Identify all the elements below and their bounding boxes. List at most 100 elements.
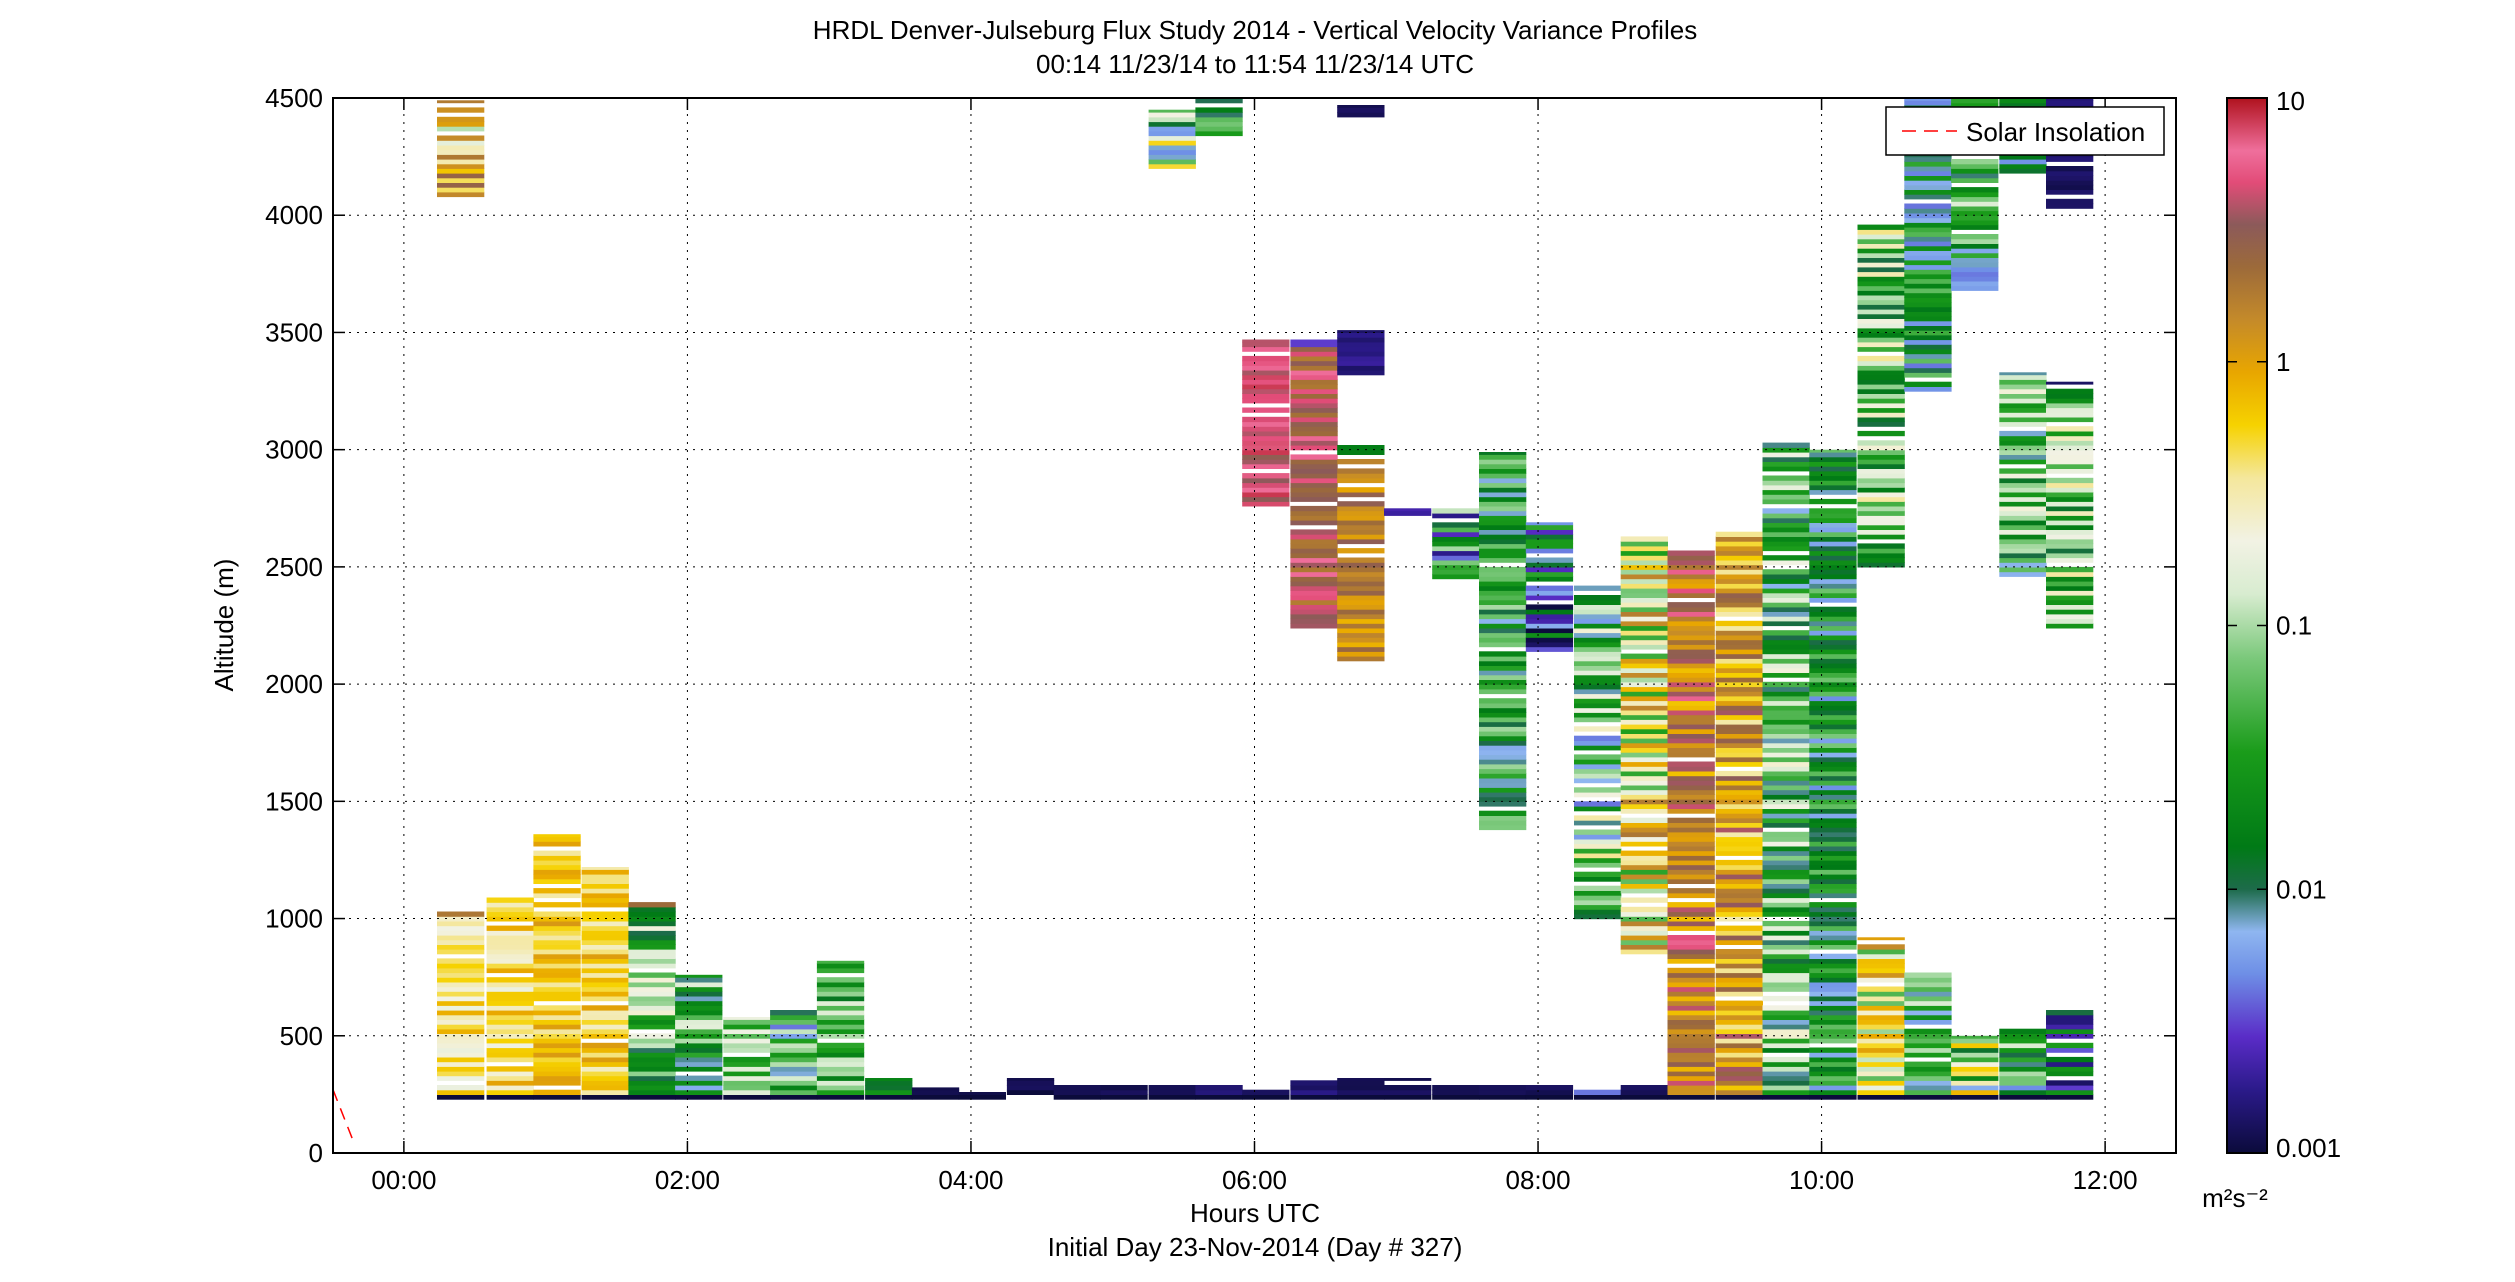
variance-cell bbox=[1857, 309, 1905, 315]
variance-cell bbox=[1715, 1019, 1763, 1025]
variance-cell bbox=[1715, 1028, 1763, 1034]
variance-cell bbox=[675, 1014, 723, 1020]
variance-cell bbox=[1337, 473, 1385, 479]
variance-cell bbox=[1195, 107, 1243, 113]
variance-cell bbox=[628, 958, 676, 964]
variance-cell bbox=[1904, 278, 1952, 284]
variance-cell bbox=[437, 944, 485, 950]
variance-cell bbox=[1479, 599, 1527, 605]
variance-cell bbox=[1809, 489, 1857, 495]
variance-cell bbox=[1809, 550, 1857, 556]
variance-cell bbox=[1951, 280, 1999, 287]
variance-cell bbox=[1857, 360, 1905, 366]
variance-cell bbox=[1715, 958, 1763, 964]
x-axis-ticks: 00:00 02:00 04:00 06:00 08:00 10:00 12:00 bbox=[371, 98, 2138, 1195]
variance-cell bbox=[1762, 902, 1810, 908]
variance-cell bbox=[437, 1010, 485, 1016]
y-tick-label: 1000 bbox=[265, 904, 323, 934]
variance-cell bbox=[1242, 482, 1290, 488]
y-tick-label: 4000 bbox=[265, 200, 323, 230]
variance-cell bbox=[816, 960, 865, 964]
variance-cell bbox=[1762, 836, 1810, 842]
variance-cell bbox=[1290, 599, 1338, 605]
variance-cell bbox=[1809, 1061, 1857, 1067]
variance-cell bbox=[1620, 681, 1668, 688]
variance-cell bbox=[2046, 1056, 2094, 1063]
variance-cell bbox=[1242, 370, 1290, 376]
variance-cell bbox=[581, 977, 629, 983]
variance-cell bbox=[1667, 578, 1715, 584]
variance-cell bbox=[816, 1066, 865, 1072]
variance-cell bbox=[486, 991, 534, 997]
variance-cell bbox=[1809, 1047, 1857, 1053]
variance-cell bbox=[1857, 1005, 1905, 1011]
variance-cell bbox=[675, 977, 723, 983]
variance-cell bbox=[1762, 822, 1810, 828]
variance-cell bbox=[1148, 149, 1196, 155]
variance-cell bbox=[1999, 534, 2047, 540]
variance-cell bbox=[1525, 632, 1574, 638]
variance-cell bbox=[1337, 501, 1385, 507]
variance-cell bbox=[1999, 379, 2047, 385]
variance-cell bbox=[1620, 930, 1668, 936]
variance-cell bbox=[770, 1061, 818, 1067]
variance-cell bbox=[1290, 416, 1338, 423]
variance-cell bbox=[1809, 648, 1857, 655]
variance-cell bbox=[1574, 876, 1622, 882]
variance-cell bbox=[1951, 1066, 1999, 1072]
variance-cell bbox=[533, 869, 581, 875]
variance-cell bbox=[1525, 571, 1574, 577]
variance-cell bbox=[1762, 949, 1810, 955]
variance-cell bbox=[1809, 531, 1857, 537]
variance-cell bbox=[2046, 538, 2094, 545]
variance-cell bbox=[1762, 714, 1810, 720]
variance-cell bbox=[1762, 466, 1810, 472]
x-tick-label: 06:00 bbox=[1222, 1165, 1287, 1195]
variance-cell bbox=[958, 1094, 1006, 1100]
variance-cell bbox=[1857, 459, 1905, 465]
variance-cell bbox=[2046, 543, 2094, 549]
variance-cell bbox=[1809, 498, 1857, 505]
variance-cell bbox=[1574, 674, 1622, 680]
variance-cell bbox=[1479, 515, 1527, 521]
variance-cell bbox=[1809, 859, 1857, 866]
variance-cell bbox=[1904, 334, 1952, 341]
variance-cell bbox=[1999, 1089, 2047, 1095]
variance-cell bbox=[1574, 623, 1622, 629]
variance-cell bbox=[628, 953, 676, 959]
variance-cell bbox=[1574, 599, 1622, 605]
variance-cell bbox=[437, 173, 485, 179]
variance-cell bbox=[1809, 906, 1857, 913]
variance-cell bbox=[1762, 456, 1810, 462]
variance-cell bbox=[816, 1089, 865, 1095]
variance-cell bbox=[1857, 543, 1905, 549]
variance-cell bbox=[1762, 517, 1810, 523]
variance-cell bbox=[1999, 543, 2047, 549]
variance-cell bbox=[1857, 1024, 1905, 1030]
variance-cell bbox=[1242, 459, 1290, 465]
variance-cell bbox=[628, 1024, 676, 1030]
variance-cell bbox=[1999, 163, 2047, 169]
variance-cell bbox=[1620, 583, 1668, 589]
variance-cell bbox=[1904, 245, 1952, 251]
variance-cell bbox=[1999, 496, 2047, 502]
variance-cell bbox=[1479, 824, 1527, 831]
variance-cell bbox=[1999, 1075, 2047, 1081]
variance-cell bbox=[1337, 332, 1385, 338]
variance-cell bbox=[1715, 1085, 1763, 1091]
variance-cell bbox=[1715, 578, 1763, 584]
variance-cell bbox=[1479, 674, 1527, 680]
variance-cell bbox=[1762, 527, 1810, 533]
variance-cell bbox=[581, 949, 629, 955]
variance-cell bbox=[1999, 487, 2047, 493]
variance-cell bbox=[2046, 98, 2094, 101]
variance-cell bbox=[1999, 566, 2047, 573]
variance-cell bbox=[1479, 707, 1527, 713]
variance-cell bbox=[1620, 625, 1668, 631]
variance-cell bbox=[1337, 355, 1385, 362]
variance-cell bbox=[1762, 616, 1810, 622]
variance-cell bbox=[1999, 168, 2047, 174]
variance-cell bbox=[770, 1075, 818, 1081]
variance-cell bbox=[1242, 416, 1290, 423]
variance-cell bbox=[1857, 454, 1905, 460]
